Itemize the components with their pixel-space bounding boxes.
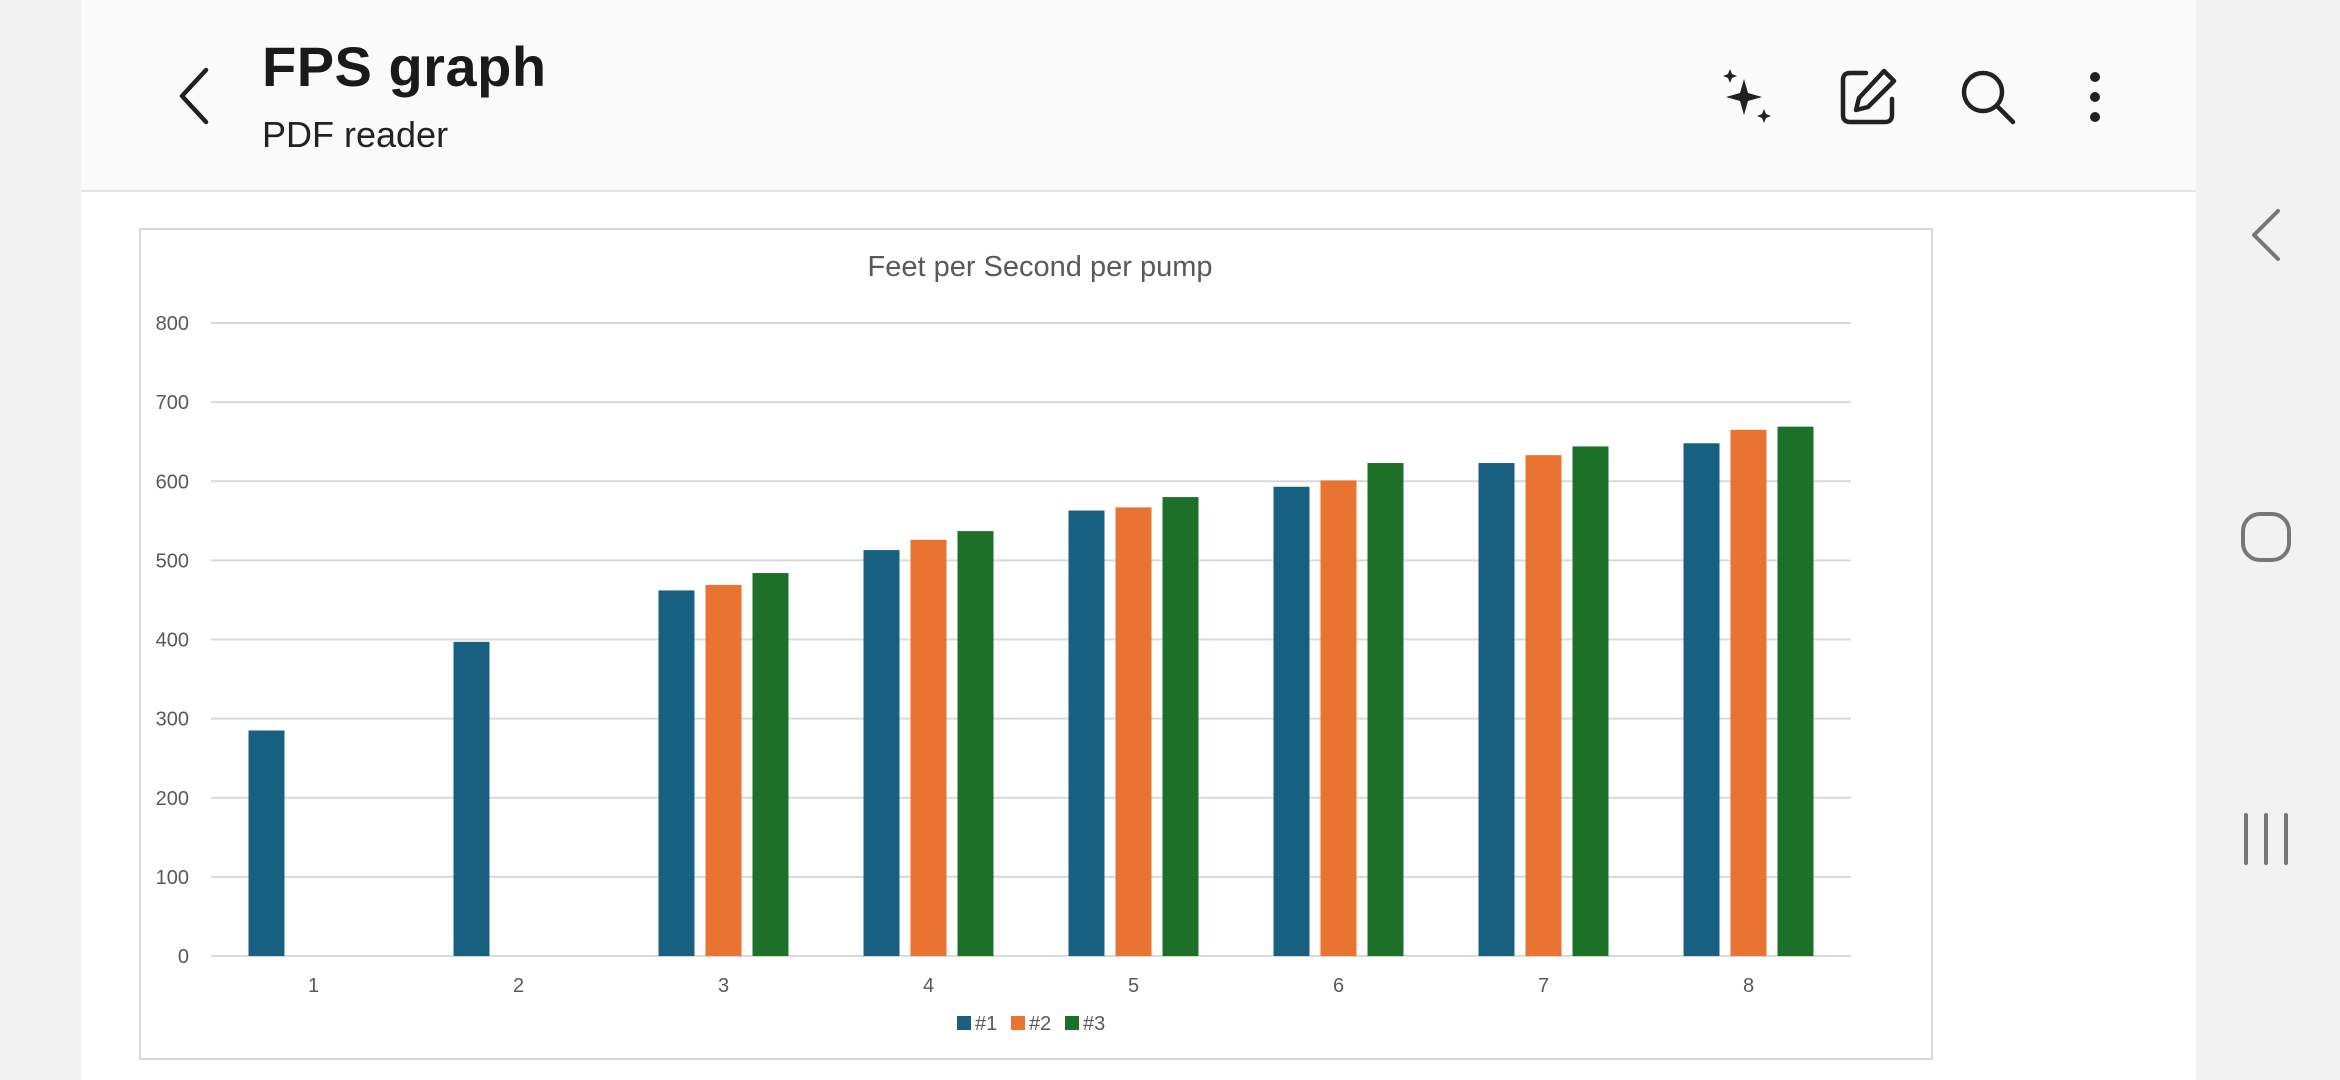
bar-chart: 0 100 200 300 400 500 600 700 800 1 2 3 4 5 6 7 8 Feet p… bbox=[156, 251, 1851, 1035]
x-tick-label: 6 bbox=[1333, 975, 1344, 997]
legend-label: #2 bbox=[1029, 1013, 1051, 1035]
chart-legend: #1 #2 #3 bbox=[957, 1013, 1105, 1035]
x-tick-label: 7 bbox=[1538, 975, 1549, 997]
more-vert-icon bbox=[2090, 72, 2100, 122]
legend-label: #1 bbox=[975, 1013, 997, 1035]
y-tick-label: 300 bbox=[156, 709, 189, 731]
bar-series-2-cat-5 bbox=[1115, 507, 1152, 956]
edit-icon bbox=[1840, 68, 1897, 125]
app-bar: FPS graph PDF reader bbox=[81, 0, 2196, 192]
bar-series-1-cat-5 bbox=[1068, 510, 1105, 956]
x-tick-label: 4 bbox=[923, 975, 934, 997]
nav-recents-button[interactable] bbox=[2216, 789, 2316, 889]
page-title: FPS graph bbox=[262, 35, 547, 98]
chart-title: Feet per Second per pump bbox=[868, 251, 1213, 283]
back-button[interactable] bbox=[161, 56, 227, 136]
bar-series-2-cat-7 bbox=[1525, 455, 1562, 956]
chevron-left-icon bbox=[179, 67, 209, 125]
y-tick-label: 0 bbox=[178, 946, 189, 968]
search-button[interactable] bbox=[1953, 62, 2023, 132]
bar-series-1-cat-2 bbox=[453, 641, 490, 956]
pdf-reader-app: FPS graph PDF reader bbox=[81, 0, 2196, 1080]
legend-swatch bbox=[1065, 1016, 1079, 1030]
legend-swatch bbox=[957, 1016, 971, 1030]
sparkle-ai-icon bbox=[1723, 69, 1771, 123]
bar-series-3-cat-8 bbox=[1777, 426, 1814, 956]
x-tick-label: 2 bbox=[513, 975, 524, 997]
y-tick-label: 700 bbox=[156, 392, 189, 414]
bar-series-3-cat-6 bbox=[1367, 463, 1404, 956]
bar-series-1-cat-7 bbox=[1478, 463, 1515, 956]
bar-series-1-cat-3 bbox=[658, 590, 695, 956]
bar-series-3-cat-3 bbox=[752, 573, 789, 956]
chart-container: 0 100 200 300 400 500 600 700 800 1 2 3 4 5 6 7 8 Feet p… bbox=[139, 228, 1933, 1060]
bar-series-3-cat-5 bbox=[1162, 497, 1199, 956]
more-options-button[interactable] bbox=[2060, 62, 2130, 132]
bar-series-2-cat-4 bbox=[910, 539, 947, 956]
bar-series-3-cat-7 bbox=[1572, 446, 1609, 956]
page-subtitle: PDF reader bbox=[262, 114, 449, 155]
y-tick-label: 800 bbox=[156, 313, 189, 335]
y-tick-label: 100 bbox=[156, 867, 189, 889]
edit-button[interactable] bbox=[1833, 62, 1903, 132]
y-tick-label: 200 bbox=[156, 788, 189, 810]
bar-series-1-cat-6 bbox=[1273, 486, 1310, 956]
bar-series-1-cat-4 bbox=[863, 550, 900, 956]
bar-series-1-cat-8 bbox=[1683, 443, 1720, 956]
x-tick-label: 1 bbox=[308, 975, 319, 997]
x-tick-label: 5 bbox=[1128, 975, 1139, 997]
y-tick-label: 600 bbox=[156, 471, 189, 493]
bar-series-2-cat-3 bbox=[705, 584, 742, 956]
bar-series-1-cat-1 bbox=[248, 730, 285, 956]
system-nav-bar bbox=[2196, 0, 2340, 1080]
nav-back-button[interactable] bbox=[2216, 185, 2316, 285]
x-tick-label: 3 bbox=[718, 975, 729, 997]
y-tick-label: 400 bbox=[156, 630, 189, 652]
document-view[interactable]: 0 100 200 300 400 500 600 700 800 1 2 3 4 5 6 7 8 Feet p… bbox=[81, 192, 2196, 1080]
legend-label: #3 bbox=[1083, 1013, 1105, 1035]
bar-series-3-cat-4 bbox=[957, 531, 994, 956]
legend-swatch bbox=[1011, 1016, 1025, 1030]
back-icon bbox=[2252, 209, 2280, 261]
bar-series-2-cat-8 bbox=[1730, 429, 1767, 957]
recents-icon bbox=[2244, 813, 2288, 865]
bar-series-2-cat-6 bbox=[1320, 480, 1357, 956]
nav-home-button[interactable] bbox=[2216, 487, 2316, 587]
y-tick-label: 500 bbox=[156, 550, 189, 572]
ai-assist-button[interactable] bbox=[1713, 62, 1783, 132]
search-icon bbox=[1961, 70, 2016, 125]
home-icon bbox=[2241, 512, 2291, 562]
x-tick-label: 8 bbox=[1743, 975, 1754, 997]
